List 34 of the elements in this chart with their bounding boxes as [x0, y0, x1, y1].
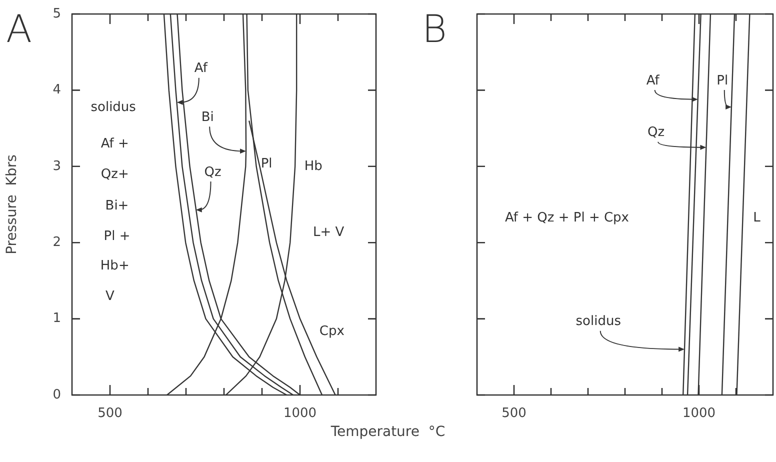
- annotation: Pl: [716, 73, 728, 88]
- y-tick-label: 5: [52, 6, 61, 22]
- annotation: Hb+: [100, 258, 130, 274]
- y-axis-title: Pressure Kbrs: [4, 154, 20, 254]
- annotation: V: [106, 289, 115, 304]
- x-tick-label: 1000: [682, 406, 716, 422]
- annotation: Qz: [204, 164, 222, 180]
- annotation: Af + Qz + Pl + Cpx: [504, 210, 630, 226]
- annotation: Cpx: [319, 324, 345, 340]
- x-axis-title: Temperature °C: [330, 424, 446, 440]
- x-tick-label: 500: [98, 406, 122, 422]
- annotation: solidus: [576, 314, 622, 330]
- chart-title: A: [6, 7, 32, 51]
- y-tick-label: 3: [52, 158, 61, 174]
- y-tick-label: 4: [52, 82, 61, 98]
- annotation: L+ V: [312, 225, 344, 240]
- y-tick-label: 2: [52, 234, 61, 250]
- x-tick-label: 1000: [283, 406, 317, 422]
- annotation: Bi: [201, 110, 214, 126]
- annotation: Qz: [648, 125, 665, 140]
- chart-title: B: [422, 7, 447, 51]
- annotation: Hb: [304, 158, 322, 174]
- annotation: Af +: [100, 136, 129, 152]
- annotation: Af: [646, 73, 660, 88]
- annotation: Bi+: [105, 198, 129, 214]
- annotation: solidus: [90, 100, 136, 116]
- annotation: Qz+: [100, 167, 129, 182]
- x-tick-label: 500: [502, 406, 526, 422]
- annotation: Pl +: [104, 228, 130, 244]
- annotation: Af: [194, 61, 208, 76]
- annotation: Pl: [260, 156, 272, 172]
- annotation: L: [753, 210, 762, 226]
- y-tick-label: 0: [52, 387, 61, 402]
- y-tick-label: 1: [52, 311, 61, 326]
